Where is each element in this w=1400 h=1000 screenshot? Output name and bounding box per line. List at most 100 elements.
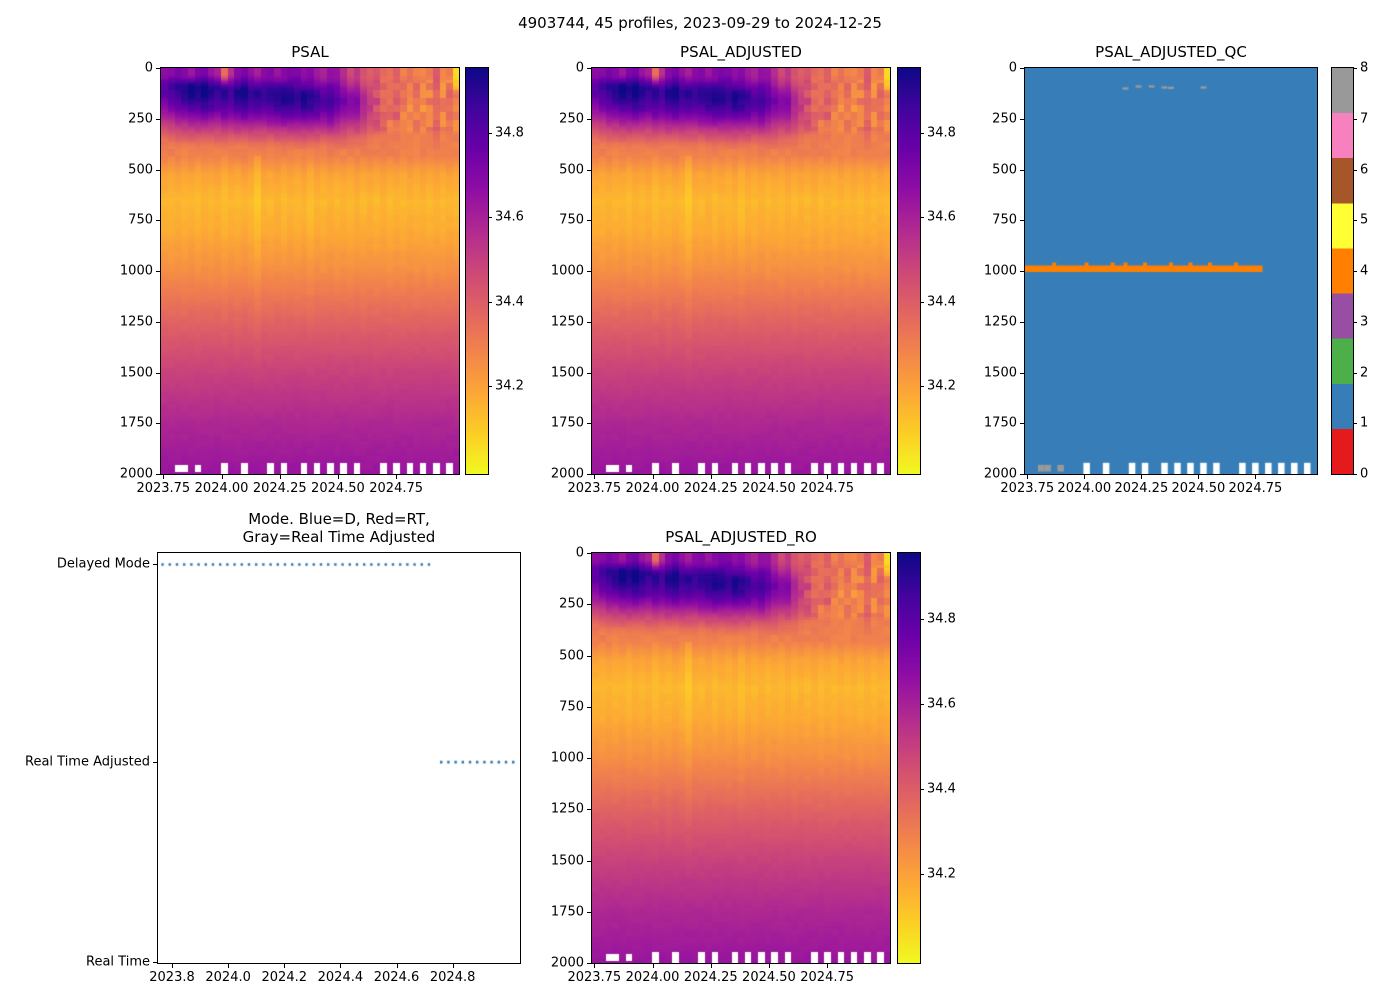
psal-colorbar: 34.8 34.6 34.4 34.2 — [465, 67, 524, 475]
figure-title: 4903744, 45 profiles, 2023-09-29 to 2024… — [518, 14, 882, 32]
x-tick-mark — [594, 475, 596, 479]
y-tick-mark — [1020, 220, 1024, 222]
x-tick-mark — [594, 964, 596, 968]
x-tick-mark — [768, 475, 770, 479]
x-tick-mark — [1027, 475, 1029, 479]
colorbar-tick-label: 34.4 — [495, 294, 524, 309]
colorbar-tick-mark — [488, 385, 492, 387]
colorbar-tick-label: 6 — [1360, 162, 1369, 177]
y-tick-mark — [156, 68, 160, 69]
colorbar-tick-mark — [488, 217, 492, 219]
mode-y-tick-mark — [153, 962, 157, 964]
y-tick-mark — [587, 321, 591, 323]
colorbar-tick-label: 34.4 — [927, 781, 956, 797]
x-tick-label: 2024.2 — [261, 970, 308, 985]
x-tick-label: 2024.75 — [800, 970, 855, 985]
colorbar-tick-mark — [1353, 169, 1357, 171]
y-tick-label: 2000 — [550, 466, 584, 482]
x-tick-label: 2024.00 — [625, 970, 680, 985]
y-tick-mark — [1020, 372, 1024, 374]
x-tick-label: 2024.00 — [194, 481, 249, 496]
x-tick-label: 2023.75 — [567, 970, 622, 985]
subplot-psal-title: PSAL — [291, 43, 329, 61]
x-tick-mark — [710, 475, 712, 479]
x-tick-label: 2024.00 — [1057, 481, 1112, 496]
y-tick-label: 750 — [559, 212, 584, 228]
x-tick-mark — [1141, 475, 1143, 479]
y-tick-label: 2000 — [983, 466, 1017, 482]
x-tick-label: 2023.75 — [136, 481, 191, 496]
colorbar-tick-label: 8 — [1360, 60, 1369, 76]
colorbar-tick-mark — [488, 133, 492, 135]
y-tick-mark — [587, 372, 591, 374]
y-tick-label: 500 — [559, 648, 584, 663]
y-tick-mark — [587, 860, 591, 862]
y-tick-label: 2000 — [550, 955, 584, 971]
y-tick-mark — [587, 68, 591, 69]
x-tick-label: 2024.50 — [311, 481, 365, 496]
y-tick-label: 1750 — [983, 415, 1017, 431]
y-tick-mark — [156, 271, 160, 272]
psal-adjusted-ro-heatmap-canvas — [592, 553, 890, 963]
y-tick-mark — [587, 169, 591, 171]
y-tick-label: 1000 — [119, 263, 153, 279]
colorbar-tick-mark — [920, 873, 924, 875]
x-tick-mark — [1198, 475, 1200, 479]
colorbar-tick-label: 34.2 — [495, 378, 524, 394]
y-tick-label: 1750 — [550, 904, 584, 920]
y-tick-mark — [156, 372, 160, 374]
colorbar-tick-mark — [1353, 68, 1357, 69]
y-tick-mark — [587, 118, 591, 120]
colorbar-tick-mark — [1353, 220, 1357, 222]
x-tick-label: 2024.75 — [369, 481, 424, 496]
y-tick-mark — [587, 553, 591, 554]
colorbar-tick-label: 2 — [1360, 365, 1369, 380]
x-tick-label: 2024.50 — [742, 970, 796, 985]
psal-adjusted-heatmap-canvas — [592, 68, 890, 474]
x-tick-mark — [172, 964, 174, 968]
x-tick-label: 2024.8 — [429, 970, 476, 985]
y-tick-mark — [156, 321, 160, 323]
subplot-psal-adjusted-title: PSAL_ADJUSTED — [680, 43, 802, 61]
y-tick-label: 1250 — [550, 801, 584, 817]
y-tick-mark — [587, 655, 591, 657]
x-tick-label: 2024.6 — [373, 970, 420, 985]
subplot-psal-adjusted-qc: PSAL_ADJUSTED_QC 2023.75 2024.00 2024.25 20… — [984, 43, 1318, 496]
y-tick-label: 1250 — [119, 314, 153, 330]
psal-heatmap-canvas — [161, 68, 459, 474]
colorbar-tick-label: 34.2 — [927, 378, 956, 394]
y-tick-label: 1250 — [550, 314, 584, 330]
qc-colorbar: 8 7 6 5 4 3 2 1 0 — [1331, 61, 1368, 482]
colorbar-tick-mark — [920, 618, 924, 620]
colorbar-tick-mark — [1353, 372, 1357, 374]
x-tick-mark — [279, 475, 281, 479]
y-tick-label: 1000 — [550, 750, 584, 766]
y-tick-mark — [156, 423, 160, 425]
y-tick-label: 1500 — [550, 853, 584, 868]
x-tick-label: 2024.25 — [683, 970, 738, 985]
colorbar-tick-label: 34.8 — [495, 125, 524, 141]
colorbar-tick-mark — [488, 301, 492, 303]
y-tick-label: 750 — [992, 212, 1017, 228]
y-tick-label: 250 — [992, 111, 1017, 127]
y-tick-label: 0 — [575, 60, 584, 76]
subplot-psal-adjusted-qc-title: PSAL_ADJUSTED_QC — [1095, 43, 1247, 61]
mode-plot-canvas — [158, 553, 520, 963]
x-tick-label: 2023.75 — [1000, 481, 1055, 496]
y-tick-label: 1500 — [550, 365, 584, 380]
x-tick-label: 2024.00 — [625, 481, 680, 496]
mode-y-tick-label: Delayed Mode — [56, 556, 150, 572]
y-tick-mark — [587, 271, 591, 272]
x-tick-mark — [768, 964, 770, 968]
y-tick-label: 500 — [992, 162, 1017, 177]
x-tick-mark — [284, 964, 286, 968]
subplot-mode: Mode. Blue=D, Red=RT, Gray=Real Time Adj… — [25, 510, 521, 985]
x-tick-label: 2024.50 — [1171, 481, 1226, 496]
y-tick-label: 1250 — [983, 314, 1017, 330]
y-tick-mark — [587, 423, 591, 425]
colorbar-tick-label: 34.2 — [927, 866, 956, 882]
y-tick-label: 0 — [1008, 60, 1017, 76]
x-tick-label: 2023.8 — [149, 970, 195, 985]
y-tick-label: 250 — [559, 111, 584, 127]
colorbar-tick-mark — [920, 133, 924, 135]
